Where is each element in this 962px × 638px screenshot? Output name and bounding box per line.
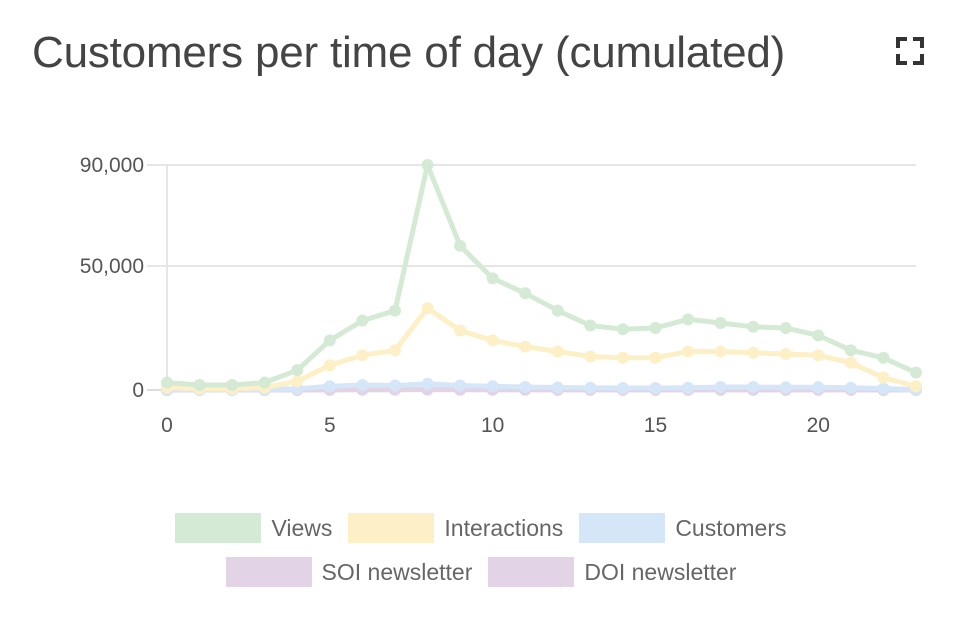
data-point [844, 381, 857, 394]
x-tick-label: 20 [807, 414, 830, 437]
data-point [779, 381, 792, 394]
data-point [226, 379, 239, 392]
legend-label: Customers [675, 514, 787, 541]
legend: Views Interactions Customers SOI newslette… [0, 510, 962, 598]
data-point [388, 304, 401, 317]
data-point [291, 364, 304, 377]
data-point [388, 344, 401, 357]
y-tick-label: 0 [132, 379, 144, 402]
data-point [161, 376, 173, 389]
data-point [844, 344, 857, 357]
legend-item[interactable]: SOI newsletter [225, 557, 473, 587]
legend-item[interactable]: DOI newsletter [488, 557, 736, 587]
data-point [323, 359, 336, 372]
x-tick-label: 15 [644, 414, 667, 437]
data-point [519, 287, 532, 300]
data-point [551, 381, 564, 394]
legend-row: Views Interactions Customers [0, 510, 962, 546]
legend-item[interactable]: Customers [579, 513, 787, 543]
data-point [454, 379, 467, 392]
legend-label: DOI newsletter [584, 558, 737, 585]
data-point [421, 377, 434, 390]
line-chart: 0 50,000 90,000 0 5 10 15 20 [80, 154, 922, 437]
data-point [779, 322, 792, 334]
y-tick-label: 90,000 [80, 154, 144, 177]
legend-swatch [579, 513, 666, 543]
data-point [584, 319, 597, 332]
data-point [616, 323, 629, 336]
data-point [812, 381, 825, 394]
data-point [747, 381, 760, 394]
data-point [616, 351, 629, 364]
page-title: Customers per time of day (cumulated) [32, 28, 786, 77]
data-point [747, 346, 760, 359]
data-point [519, 381, 532, 394]
data-point [323, 334, 336, 347]
data-point [551, 304, 564, 317]
data-point [714, 381, 727, 394]
data-point [486, 272, 499, 285]
data-point [323, 380, 336, 393]
data-point [910, 366, 922, 379]
data-point [551, 345, 564, 358]
x-tick-label: 0 [161, 414, 173, 437]
data-point [454, 324, 467, 337]
data-point [649, 382, 662, 395]
data-point [682, 381, 695, 394]
x-axis: 0 5 10 15 20 [161, 414, 830, 437]
data-point [454, 239, 467, 252]
data-point [877, 371, 890, 384]
data-point [812, 349, 825, 362]
data-point [486, 380, 499, 393]
data-point [714, 345, 727, 358]
legend-label: Views [271, 514, 333, 541]
data-point [356, 379, 369, 392]
data-point [682, 345, 695, 358]
data-point [877, 351, 890, 364]
series-views [161, 159, 922, 392]
series-line [166, 162, 918, 388]
y-axis: 0 50,000 90,000 [80, 154, 144, 402]
y-tick-label: 50,000 [80, 255, 144, 278]
data-point [682, 313, 695, 326]
data-point [356, 349, 369, 362]
data-point [779, 348, 792, 361]
data-point [877, 382, 890, 395]
data-point [616, 382, 629, 395]
data-point [584, 350, 597, 363]
data-point [388, 379, 401, 392]
data-point [519, 340, 532, 353]
x-tick-label: 5 [324, 414, 336, 437]
data-point [844, 356, 857, 369]
legend-label: SOI newsletter [321, 558, 473, 585]
data-point [649, 322, 662, 334]
series-group [161, 159, 922, 396]
expand-icon[interactable] [895, 36, 925, 66]
data-point [421, 159, 434, 171]
x-tick-label: 10 [481, 414, 504, 437]
legend-item[interactable]: Interactions [348, 513, 563, 543]
legend-swatch [348, 513, 435, 543]
data-point [747, 320, 760, 333]
data-point [649, 351, 662, 364]
data-point [584, 381, 597, 394]
legend-swatch [225, 557, 312, 587]
data-point [714, 317, 727, 330]
legend-item[interactable]: Views [175, 513, 332, 543]
data-point [258, 376, 271, 389]
legend-swatch [175, 513, 262, 543]
data-point [486, 334, 499, 347]
legend-label: Interactions [444, 514, 564, 541]
data-point [193, 379, 206, 392]
data-point [356, 314, 369, 327]
data-point [291, 375, 304, 388]
data-point [421, 302, 434, 315]
data-point [910, 380, 922, 393]
data-point [812, 329, 825, 342]
legend-row: SOI newsletter DOI newsletter [0, 554, 962, 590]
legend-swatch [488, 557, 575, 587]
